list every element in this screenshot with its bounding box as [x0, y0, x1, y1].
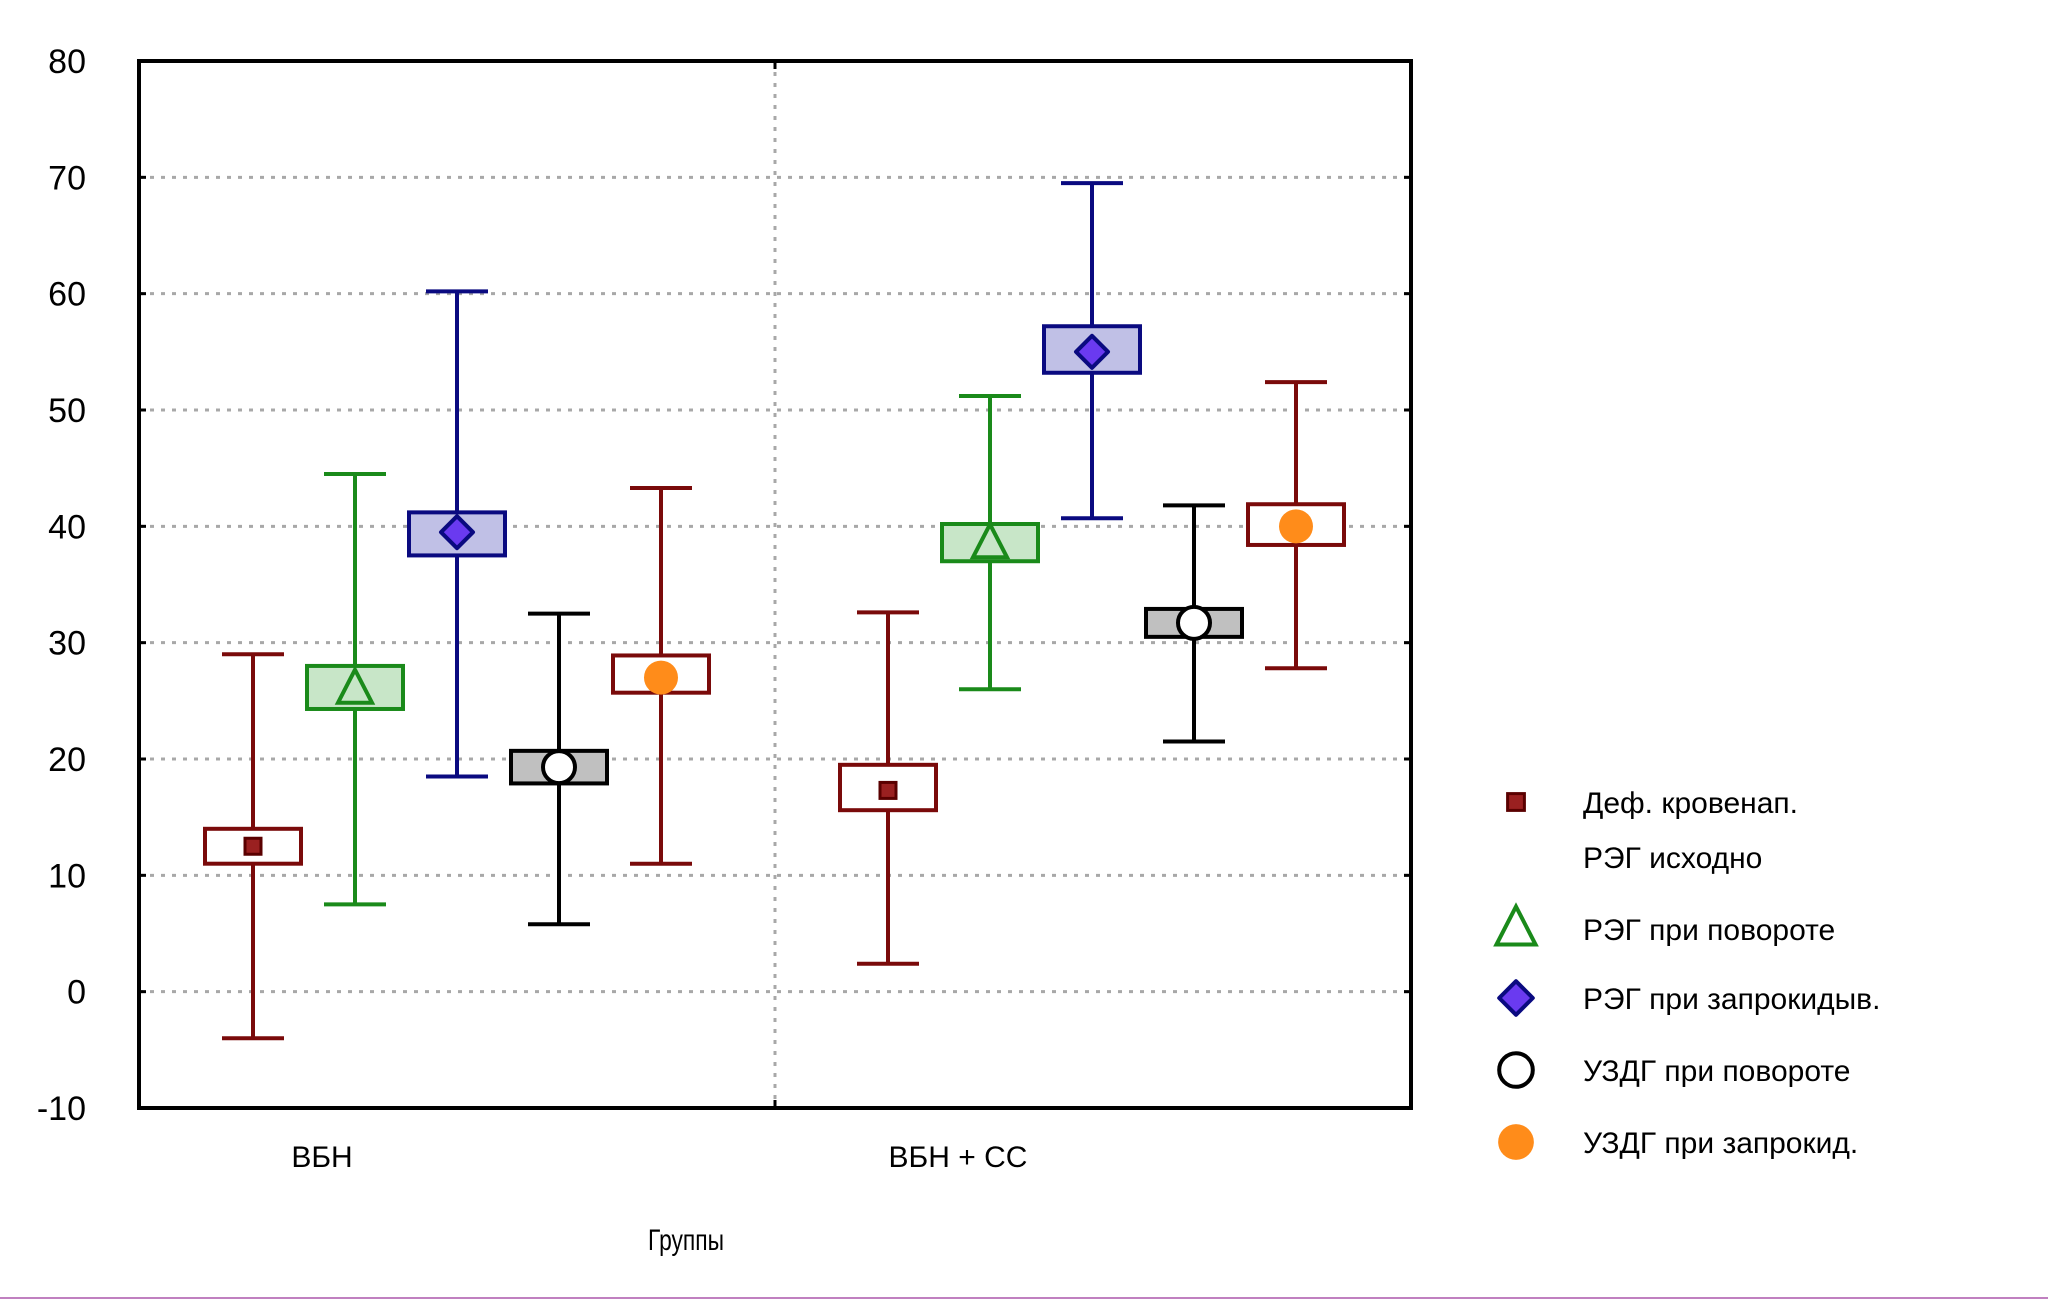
- x-tick-label: ВБН + СС: [889, 1141, 1028, 1174]
- plot-frame: [137, 59, 1413, 1110]
- box-plot-item: [838, 610, 938, 966]
- legend-label: УЗДГ при повороте: [1583, 1055, 1850, 1088]
- legend-item: УЗДГ при повороте: [1497, 1051, 1850, 1089]
- y-tick-label: 70: [48, 159, 86, 197]
- legend-label: Деф. кровенап.: [1583, 787, 1798, 820]
- square-marker: [1506, 792, 1526, 812]
- legend-label: РЭГ при повороте: [1583, 914, 1835, 947]
- y-tick-label: -10: [37, 1090, 86, 1128]
- box: [940, 522, 1040, 564]
- square-marker: [878, 780, 898, 800]
- legend: Деф. кровенап. РЭГ исходно РЭГ при поворот…: [1493, 787, 1880, 1160]
- legend-label: РЭГ исходно: [1583, 842, 1762, 875]
- box-plot-item: [940, 394, 1040, 692]
- circle-filled-marker: [644, 660, 678, 695]
- legend-label: РЭГ при запрокидыв.: [1583, 983, 1880, 1016]
- legend-item: РЭГ при запрокидыв.: [1497, 979, 1880, 1017]
- x-axis-ticks: ВБН ВБН + СС: [291, 1141, 1027, 1174]
- diamond-marker: [1497, 979, 1535, 1017]
- x-tick-label: ВБН: [291, 1141, 352, 1174]
- x-axis-title: Группы: [648, 1224, 724, 1257]
- y-axis-ticks: -10 0 10 20 30 40 50 60 70 80: [37, 43, 1411, 1128]
- box-plot-item: [1246, 380, 1346, 671]
- diamond-marker: [1074, 333, 1110, 370]
- grid-lines: [139, 61, 1411, 1108]
- box-plot-item: [407, 289, 507, 779]
- triangle-marker: [334, 665, 376, 705]
- diamond-marker: [439, 514, 475, 551]
- y-tick-label: 80: [48, 43, 86, 81]
- box-plot-item: [611, 485, 711, 866]
- box-plot-item: [1144, 503, 1244, 744]
- bottom-border-line: [0, 1297, 2048, 1299]
- circle-open-marker: [541, 749, 577, 786]
- y-tick-label: 30: [48, 625, 86, 663]
- box-plot-item: [305, 471, 405, 907]
- square-marker: [243, 836, 263, 856]
- y-tick-label: 10: [48, 857, 86, 895]
- legend-label: УЗДГ при запрокид.: [1583, 1127, 1858, 1160]
- legend-item: Деф. кровенап. РЭГ исходно: [1506, 787, 1798, 875]
- circle-filled-marker: [1279, 509, 1313, 544]
- triangle-marker: [969, 519, 1011, 560]
- box-plot-item: [509, 611, 609, 927]
- box-plot-item: [1042, 181, 1142, 521]
- y-tick-label: 20: [48, 741, 86, 779]
- data-series: [203, 181, 1346, 1041]
- legend-item: РЭГ при повороте: [1493, 902, 1835, 947]
- y-tick-label: 40: [48, 508, 86, 546]
- y-tick-label: 60: [48, 276, 86, 314]
- y-tick-label: 0: [67, 974, 86, 1012]
- circle-open-marker: [1176, 604, 1212, 641]
- circle-open-marker: [1497, 1051, 1535, 1089]
- legend-item: УЗДГ при запрокид.: [1498, 1124, 1858, 1160]
- box-plot-item: [203, 652, 303, 1041]
- circle-filled-marker: [1498, 1124, 1534, 1160]
- triangle-marker: [1493, 902, 1539, 947]
- y-tick-label: 50: [48, 392, 86, 430]
